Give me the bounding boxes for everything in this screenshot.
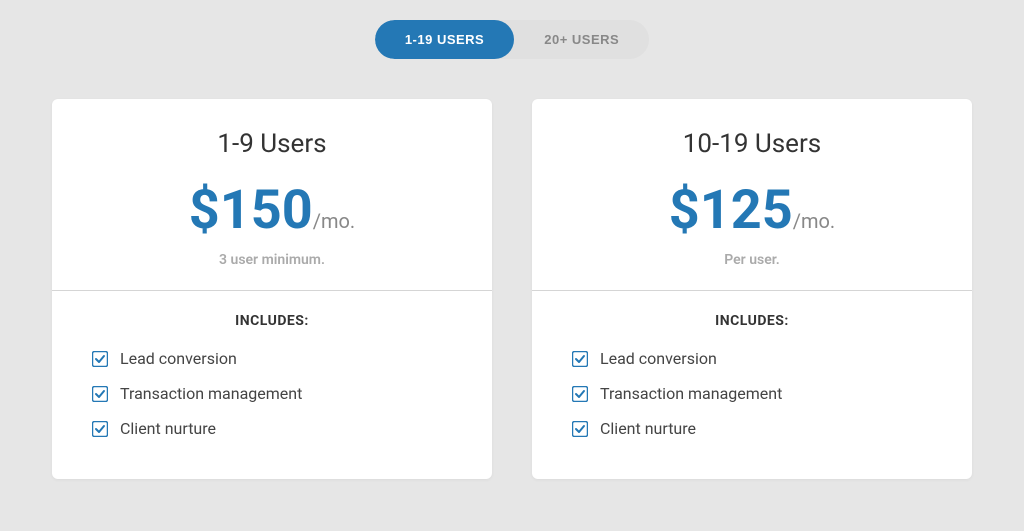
- toggle-option-20-plus[interactable]: 20+ USERS: [514, 20, 649, 59]
- check-icon: [572, 421, 588, 437]
- feature-text: Transaction management: [120, 384, 302, 403]
- feature-item: Lead conversion: [92, 349, 462, 368]
- toggle-option-1-19[interactable]: 1-19 USERS: [375, 20, 514, 59]
- feature-text: Client nurture: [600, 419, 696, 438]
- check-icon: [92, 421, 108, 437]
- includes-label: INCLUDES:: [562, 313, 942, 329]
- includes-label: INCLUDES:: [82, 313, 462, 329]
- feature-text: Client nurture: [120, 419, 216, 438]
- card-divider: [52, 290, 492, 291]
- pricing-card-1-9: 1-9 Users $150/mo. 3 user minimum. INCLU…: [52, 99, 492, 479]
- feature-text: Lead conversion: [120, 349, 237, 368]
- feature-list: Lead conversion Transaction management C…: [562, 349, 942, 438]
- price-value: $125: [669, 179, 793, 242]
- feature-item: Transaction management: [92, 384, 462, 403]
- feature-item: Transaction management: [572, 384, 942, 403]
- price-period: /mo.: [793, 209, 835, 233]
- check-icon: [92, 386, 108, 402]
- feature-item: Lead conversion: [572, 349, 942, 368]
- user-count-toggle: 1-19 USERS 20+ USERS: [375, 20, 649, 59]
- price-row: $150/mo.: [82, 179, 462, 242]
- check-icon: [572, 351, 588, 367]
- feature-item: Client nurture: [572, 419, 942, 438]
- pricing-cards: 1-9 Users $150/mo. 3 user minimum. INCLU…: [50, 99, 974, 479]
- pricing-container: 1-19 USERS 20+ USERS 1-9 Users $150/mo. …: [0, 0, 1024, 499]
- price-subtext: Per user.: [562, 252, 942, 268]
- card-divider: [532, 290, 972, 291]
- feature-text: Lead conversion: [600, 349, 717, 368]
- price-subtext: 3 user minimum.: [82, 252, 462, 268]
- card-title: 1-9 Users: [82, 129, 462, 159]
- card-title: 10-19 Users: [562, 129, 942, 159]
- check-icon: [92, 351, 108, 367]
- price-value: $150: [189, 179, 313, 242]
- pricing-card-10-19: 10-19 Users $125/mo. Per user. INCLUDES:…: [532, 99, 972, 479]
- price-period: /mo.: [313, 209, 355, 233]
- toggle-wrapper: 1-19 USERS 20+ USERS: [50, 20, 974, 59]
- check-icon: [572, 386, 588, 402]
- feature-text: Transaction management: [600, 384, 782, 403]
- feature-item: Client nurture: [92, 419, 462, 438]
- price-row: $125/mo.: [562, 179, 942, 242]
- feature-list: Lead conversion Transaction management C…: [82, 349, 462, 438]
